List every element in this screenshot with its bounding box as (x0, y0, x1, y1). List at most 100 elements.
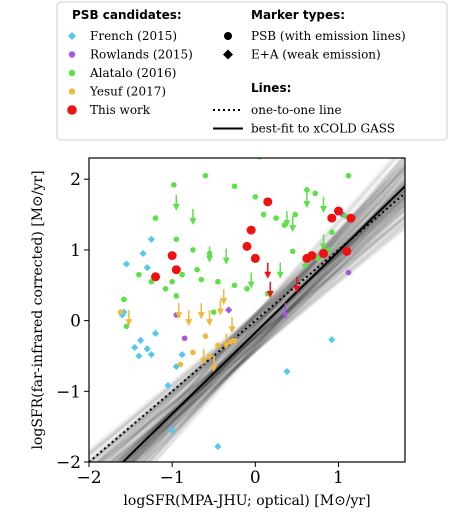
data-point (292, 211, 299, 218)
data-point (162, 285, 169, 292)
data-point (246, 225, 256, 235)
bootstrap-line (95, 218, 405, 462)
bootstrap-line (124, 169, 405, 462)
legend-marker (68, 88, 76, 95)
upper-limit-arrow (175, 303, 183, 320)
bootstrap-line (99, 195, 405, 462)
data-point (312, 190, 318, 197)
plot-area: −2 −1 0 1 −2 −1 0 1 2 (56, 157, 406, 488)
bootstrap-line (131, 205, 405, 462)
data-point (225, 306, 233, 314)
x-tick-label: −1 (160, 468, 185, 488)
data-point (151, 329, 160, 337)
bootstrap-line (90, 187, 405, 462)
arrow-head (210, 365, 218, 373)
bootstrap-line (110, 221, 405, 462)
x-tick-label: 1 (333, 468, 344, 488)
series-this-work (151, 197, 356, 282)
data-point (304, 187, 310, 193)
arrow-head (222, 257, 230, 265)
upper-limit-arrow (289, 216, 297, 233)
bootstrap-line (103, 173, 405, 462)
bootstrap-line (114, 203, 405, 462)
bootstrap-line (107, 225, 405, 462)
data-point (147, 235, 155, 243)
bootstrap-line (89, 208, 405, 462)
bootstrap-line (128, 198, 405, 462)
arrow-head (281, 312, 289, 320)
data-point (215, 278, 221, 285)
bootstrap-line (147, 182, 405, 462)
data-point (314, 255, 321, 262)
arrow-head (276, 271, 284, 279)
bootstrap-line (125, 208, 405, 462)
data-point (135, 352, 143, 360)
upper-limit-arrow (293, 276, 301, 293)
arrow-head (172, 203, 180, 211)
bootstrap-line (138, 202, 405, 462)
data-point (168, 426, 176, 434)
legend-marker (67, 105, 77, 115)
upper-limit-arrow (283, 211, 291, 228)
bootstrap-line (138, 171, 405, 462)
bootstrap-line (92, 180, 405, 462)
data-point (151, 272, 161, 282)
arrow-head (228, 326, 236, 334)
arrow-head (206, 255, 214, 263)
arrow-head (320, 243, 328, 251)
arrow-head (200, 358, 208, 366)
bootstrap-line (89, 203, 405, 456)
arrow-head (216, 308, 224, 316)
data-point (117, 309, 124, 315)
legend-label: This work (90, 103, 151, 117)
data-point (327, 213, 337, 223)
data-point (167, 251, 177, 261)
legend-frame (56, 1, 448, 141)
data-point (136, 271, 142, 278)
arrow-head (197, 312, 205, 320)
bootstrap-line (108, 178, 405, 462)
data-point (190, 247, 196, 253)
bootstrap-line (127, 158, 399, 462)
data-point (173, 236, 180, 243)
arrow-head (283, 220, 291, 228)
data-point (260, 211, 267, 218)
bootstrap-line (100, 215, 405, 462)
bootstrap-line (117, 183, 405, 462)
data-point (139, 249, 147, 258)
legend-label: Yesuf (2017) (89, 85, 166, 99)
x-tick-label: −2 (76, 468, 101, 488)
bootstrap-line (109, 217, 405, 462)
data-point (152, 215, 159, 221)
y-tick-label: 0 (70, 312, 81, 332)
arrow-head (264, 271, 272, 279)
arrow-head (125, 319, 133, 327)
bootstrap-line (89, 180, 405, 462)
best-fit-line (121, 185, 405, 462)
data-point (121, 296, 127, 303)
arrow-head (206, 319, 214, 327)
bootstrap-line (89, 194, 405, 462)
bootstrap-line (129, 197, 405, 462)
bootstrap-line (130, 195, 405, 462)
upper-limit-arrow (200, 349, 208, 366)
arrow-head (266, 290, 274, 298)
bootstrap-line (93, 177, 405, 462)
y-tick-label: 2 (70, 170, 81, 190)
data-point (302, 262, 309, 269)
arrow-head (220, 297, 228, 305)
data-point (215, 342, 221, 349)
bootstrap-line (127, 160, 405, 462)
arrow-head (293, 285, 301, 293)
bootstrap-line (89, 200, 405, 460)
data-point (178, 350, 186, 359)
arrow-head (222, 342, 230, 350)
data-point (307, 251, 317, 261)
bootstrap-line (127, 201, 405, 462)
bootstrap-line (151, 171, 405, 462)
data-point (123, 323, 130, 330)
data-point (143, 263, 151, 272)
bootstrap-line (89, 185, 405, 462)
bootstrap-line (122, 193, 405, 462)
legend: PSB candidates: French (2015) Rowlands (20… (56, 1, 448, 141)
